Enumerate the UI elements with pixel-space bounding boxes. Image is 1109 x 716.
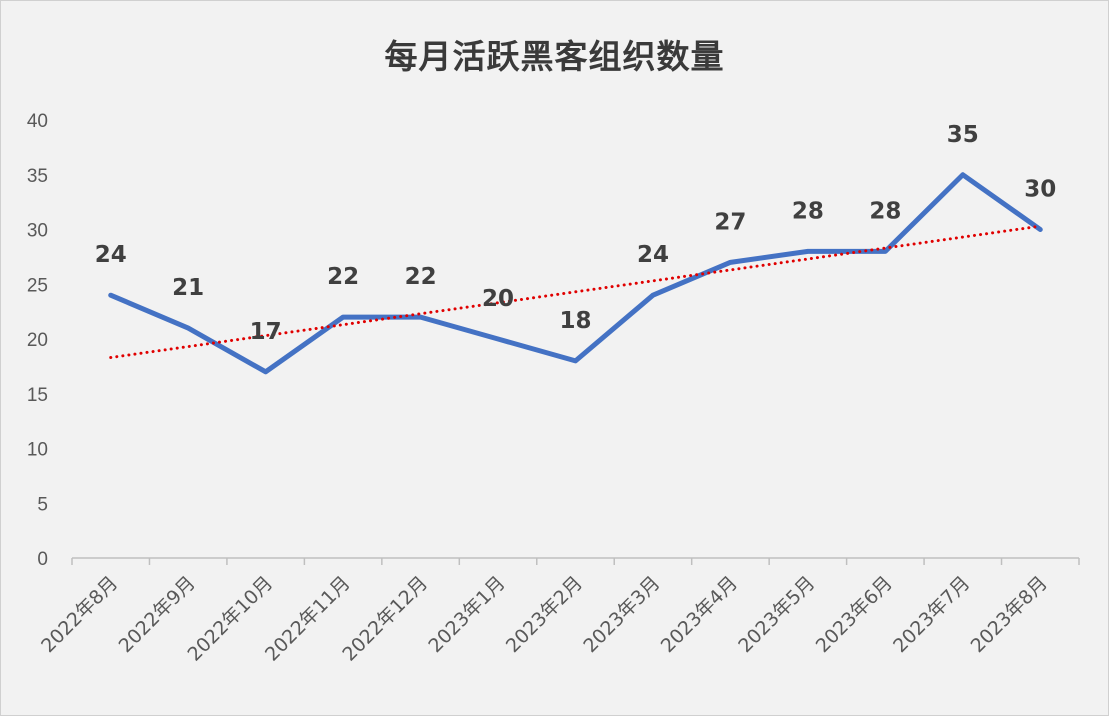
x-tick-label: 2022年9月 — [115, 572, 200, 657]
data-label: 24 — [637, 242, 669, 268]
data-label: 24 — [95, 242, 127, 268]
y-tick-label: 5 — [37, 494, 48, 515]
y-tick-label: 10 — [27, 440, 48, 461]
x-tick-label: 2023年8月 — [967, 572, 1052, 657]
data-label: 35 — [947, 122, 979, 148]
y-tick-label: 35 — [27, 166, 48, 187]
x-tick-label: 2023年3月 — [579, 572, 664, 657]
data-label: 22 — [327, 264, 359, 290]
data-label: 21 — [172, 275, 204, 301]
x-tick-label: 2023年2月 — [502, 572, 587, 657]
data-label: 28 — [792, 198, 824, 224]
y-tick-label: 15 — [27, 385, 48, 406]
x-tick-label: 2023年7月 — [889, 572, 974, 657]
x-tick-label: 2022年8月 — [37, 572, 122, 657]
trendline — [109, 224, 1042, 360]
x-tick-label: 2023年6月 — [812, 572, 897, 657]
y-tick-label: 25 — [27, 275, 48, 296]
data-label: 17 — [250, 319, 282, 345]
y-tick-label: 20 — [27, 330, 48, 351]
series-line — [108, 172, 1043, 375]
data-label: 28 — [869, 198, 901, 224]
y-tick-label: 40 — [27, 111, 48, 132]
chart-title: 每月活跃黑客组织数量 — [384, 37, 725, 76]
data-label: 18 — [559, 308, 591, 334]
data-label: 20 — [482, 286, 514, 312]
y-tick-label: 0 — [37, 549, 48, 570]
y-tick-label: 30 — [27, 221, 48, 242]
x-tick-label: 2023年5月 — [734, 572, 819, 657]
data-label: 27 — [714, 209, 746, 235]
x-tick-label: 2023年4月 — [657, 572, 742, 657]
x-tick-label: 2023年1月 — [424, 572, 509, 657]
data-label: 30 — [1024, 177, 1056, 203]
data-label: 22 — [405, 264, 437, 290]
